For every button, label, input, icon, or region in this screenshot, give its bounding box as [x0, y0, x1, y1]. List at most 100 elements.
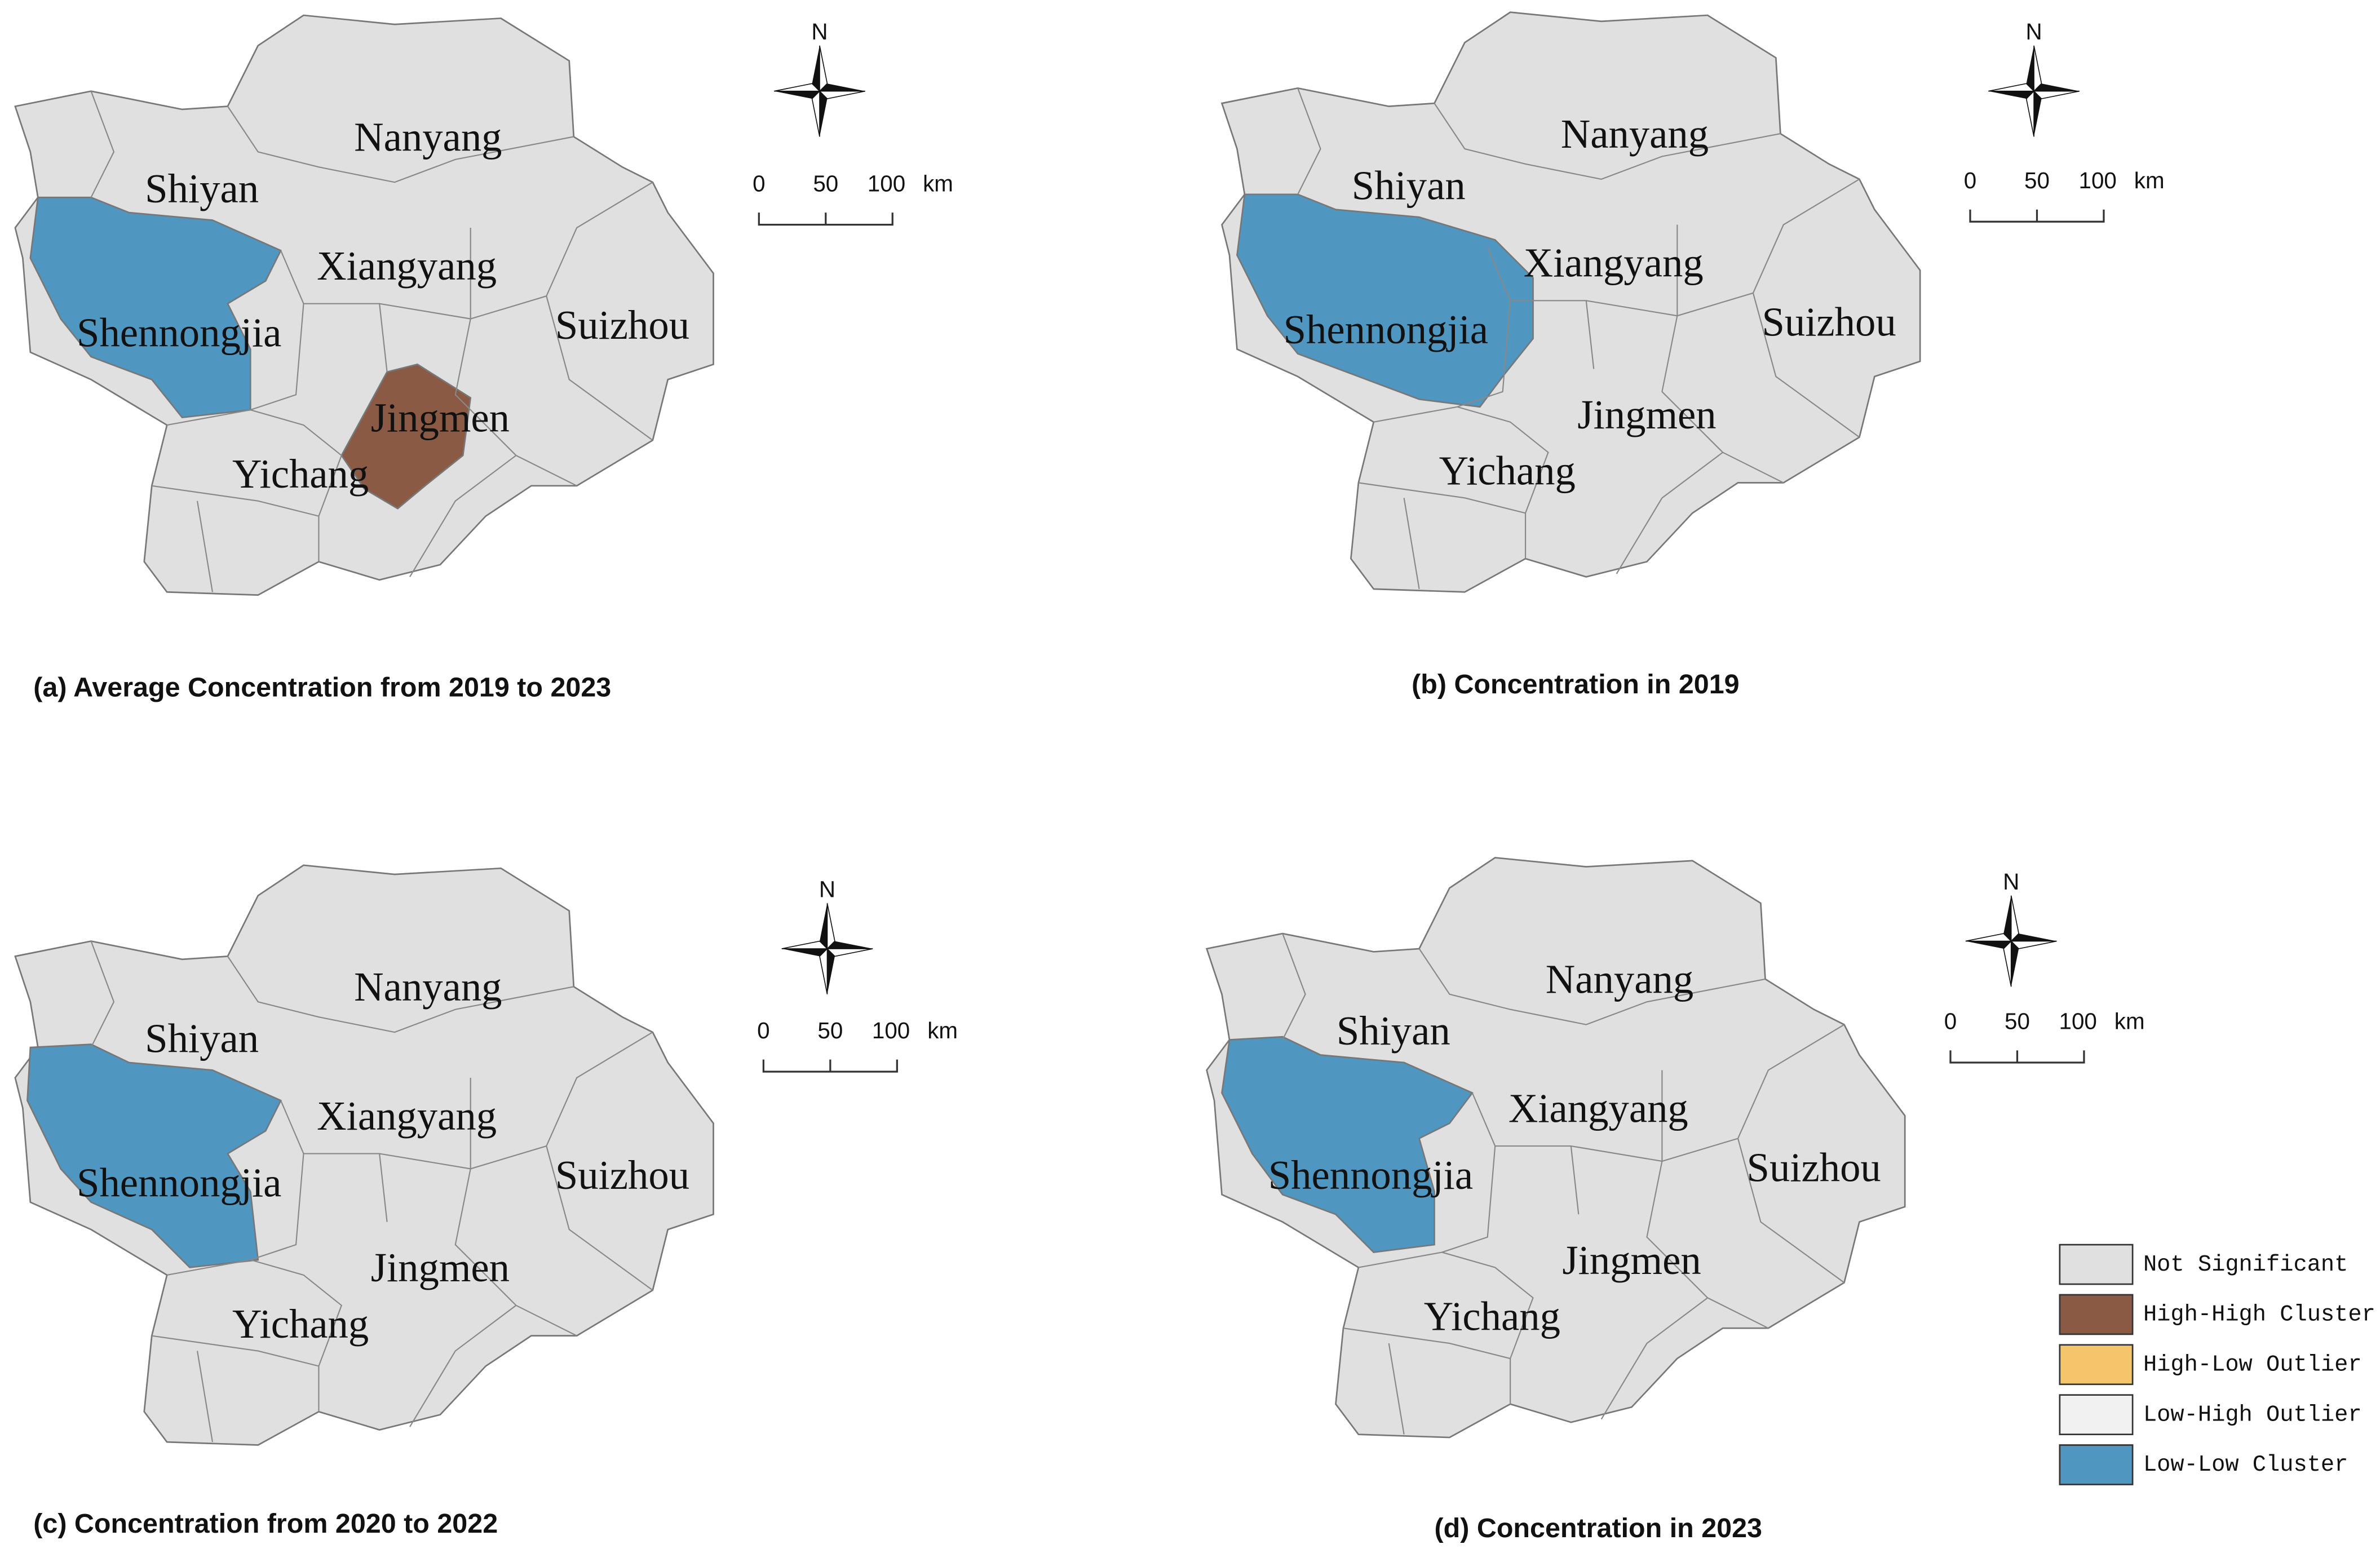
boundary — [1418, 948, 1766, 1025]
city-label: Shiyan — [145, 166, 259, 211]
boundary — [1646, 1070, 1769, 1329]
boundary — [546, 295, 653, 441]
city-label: Jingmen — [1577, 392, 1716, 437]
boundary — [227, 106, 574, 183]
boundary — [1297, 87, 1321, 195]
boundary — [379, 1153, 388, 1222]
scale-label: 0 — [753, 170, 765, 196]
city-label: Shennongjia — [77, 310, 281, 356]
north-label: N — [2026, 19, 2042, 45]
city-label: Nanyang — [354, 964, 502, 1010]
city-label: Suizhou — [1762, 299, 1896, 345]
boundary — [1600, 1297, 1708, 1420]
boundary — [1358, 482, 1526, 514]
city-label: Jingmen — [371, 395, 510, 440]
low-low-region — [1221, 1036, 1474, 1253]
scale-label: 100 — [872, 1017, 910, 1043]
boundary — [152, 1335, 319, 1367]
legend-swatch — [2059, 1444, 2134, 1485]
scale-label: km — [2114, 1008, 2145, 1034]
boundary — [166, 409, 251, 426]
boundary — [1358, 1251, 1443, 1268]
boundary — [1282, 933, 1306, 1041]
boundary — [1373, 406, 1458, 423]
compass-light — [1988, 45, 2080, 137]
map-panel: Nanyang Shiyan Xiangyang Shennongjia Suizhou… — [14, 14, 714, 596]
city-label: Yichang — [1424, 1293, 1560, 1339]
panel-caption: (d) Concentration in 2023 — [1435, 1513, 1763, 1543]
boundary — [1441, 1145, 1496, 1253]
city-label: Jingmen — [371, 1245, 510, 1290]
city-label: Yichang — [232, 1301, 369, 1347]
legend-swatch — [2059, 1344, 2134, 1386]
boundary — [1457, 300, 1511, 408]
city-label: Xiangyang — [1508, 1086, 1688, 1131]
north-label: N — [2003, 869, 2019, 895]
legend-swatch — [2059, 1394, 2134, 1436]
boundary — [1752, 293, 1860, 438]
compass-light — [1965, 895, 2057, 987]
scale-label: 0 — [1944, 1008, 1957, 1034]
scale-label: 50 — [2024, 167, 2050, 193]
city-label: Yichang — [1439, 448, 1576, 494]
scale-label: 100 — [2078, 167, 2116, 193]
legend-label: Low-Low Cluster — [2143, 1452, 2348, 1478]
city-label: Shiyan — [145, 1016, 259, 1061]
boundary — [454, 228, 577, 486]
legend-label: High-Low Outlier — [2143, 1352, 2362, 1378]
boundary — [1737, 1138, 1845, 1284]
scale-label: 50 — [817, 1017, 843, 1043]
boundary — [1388, 1343, 1405, 1435]
city-label: Nanyang — [354, 114, 502, 160]
compass-light — [774, 45, 865, 137]
city-label: Shiyan — [1352, 162, 1466, 208]
panel-caption: (a) Average Concentration from 2019 to 2… — [33, 672, 611, 702]
scale-label: km — [2134, 167, 2165, 193]
boundary — [196, 1351, 214, 1442]
boundary — [409, 455, 517, 577]
scale-label: 100 — [868, 170, 905, 196]
boundary — [546, 1145, 653, 1291]
boundary — [90, 91, 115, 198]
boundary — [1434, 103, 1781, 180]
city-label: Suizhou — [555, 302, 689, 348]
low-low-region — [1236, 193, 1534, 408]
boundary — [1441, 1251, 1534, 1404]
city-label: Suizhou — [555, 1152, 689, 1198]
city-label: Xiangyang — [1524, 240, 1704, 286]
boundary — [1343, 1328, 1511, 1360]
boundary — [196, 501, 214, 592]
boundary — [250, 1259, 343, 1412]
boundary — [166, 1259, 251, 1276]
boundary — [90, 941, 115, 1048]
city-label: Shennongjia — [77, 1160, 281, 1205]
boundary — [1616, 452, 1723, 574]
legend-swatch — [2059, 1294, 2134, 1335]
legend-label: Low-High Outlier — [2143, 1402, 2362, 1428]
boundary — [250, 409, 343, 562]
scale-label: 0 — [1964, 167, 1976, 193]
legend-label: Not Significant — [2143, 1252, 2348, 1278]
city-label: Shennongjia — [1284, 307, 1488, 352]
boundary — [250, 1153, 304, 1261]
city-label: Nanyang — [1546, 957, 1693, 1002]
city-label: Shiyan — [1337, 1008, 1450, 1054]
panel-caption: (c) Concentration from 2020 to 2022 — [33, 1508, 498, 1539]
map-panel: Nanyang Shiyan Xiangyang Shennongjia Suizhou… — [1220, 11, 1921, 593]
scale-label: 100 — [2059, 1008, 2096, 1034]
city-label: Jingmen — [1562, 1237, 1701, 1283]
boundary — [227, 955, 574, 1033]
scale-label: 0 — [757, 1017, 769, 1043]
low-low-region — [26, 1043, 282, 1268]
city-label: Suizhou — [1747, 1145, 1881, 1191]
boundary — [1570, 1145, 1580, 1215]
boundary — [1457, 406, 1549, 559]
map-panel: Nanyang Shiyan Xiangyang Shennongjia Suizhou… — [1205, 857, 1906, 1439]
boundary — [409, 1304, 517, 1427]
legend-swatch — [2059, 1244, 2134, 1285]
boundary — [250, 303, 304, 411]
north-label: N — [811, 19, 828, 45]
north-label: N — [819, 876, 835, 902]
map-panel: Nanyang Shiyan Xiangyang Shennongjia Suizhou… — [14, 864, 714, 1446]
